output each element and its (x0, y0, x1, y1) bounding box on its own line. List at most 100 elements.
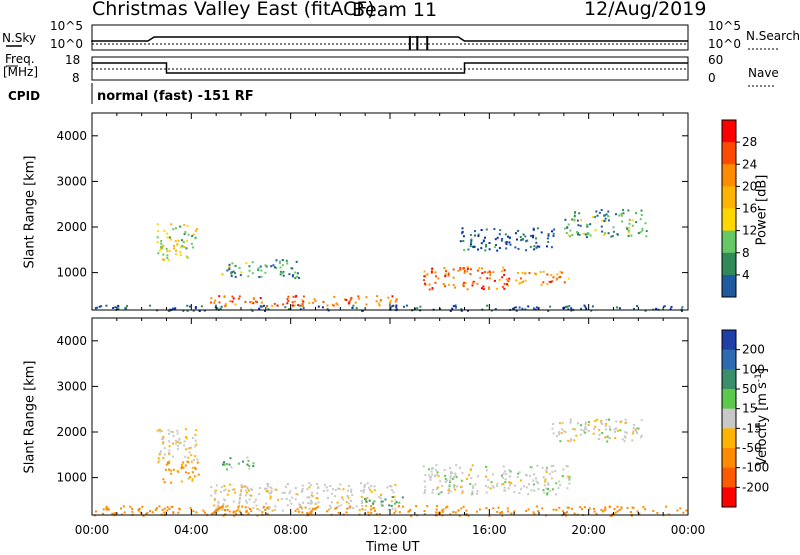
velocity-panel-echo-6-cell (584, 425, 587, 428)
velocity-panel-echo-5-cell (547, 482, 550, 485)
velocity-panel-echo-3-cell (327, 496, 329, 499)
power-panel-echo-6-cell (630, 234, 633, 237)
velocity-panel-echo-0-cell (161, 438, 164, 440)
power-panel-y-tick-label: 1000 (56, 266, 87, 280)
velocity-panel-echo-3-cell (226, 493, 229, 496)
velocity-panel-echo-6-cell (560, 432, 563, 435)
power-panel-echo-3-cell (496, 287, 499, 290)
power-panel-echo-0-cell (231, 295, 234, 298)
velocity-panel-echo-5-cell (508, 484, 511, 487)
power-panel-echo-6-cell (604, 232, 606, 235)
power-panel-echo-1-cell (191, 246, 194, 249)
velocity-panel-echo-7-cell (245, 510, 248, 513)
velocity-panel-echo-3-cell (231, 488, 234, 491)
power-panel-echo-7-cell (535, 306, 538, 309)
velocity-panel-echo-1-cell (170, 481, 173, 484)
velocity-panel-echo-5-cell (518, 471, 521, 474)
velocity-panel-echo-5-cell (555, 482, 558, 485)
velocity-panel-echo-5-cell (427, 468, 430, 471)
velocity-panel-echo-7-cell (510, 512, 513, 515)
power-panel-echo-3-cell (506, 283, 508, 286)
velocity-panel-echo-7-cell (120, 507, 122, 510)
velocity-panel-echo-7-cell (566, 506, 569, 509)
velocity-panel-echo-7-cell (435, 511, 438, 514)
velocity-panel-echo-3-cell (271, 509, 274, 512)
velocity-panel-echo-5-cell (552, 464, 555, 467)
power-panel-echo-5-cell (477, 248, 479, 251)
power-panel-background (92, 113, 688, 310)
power-panel-echo-7-cell (681, 306, 684, 309)
velocity-panel-echo-7-cell (250, 510, 253, 513)
power-panel-echo-6-cell (591, 216, 594, 218)
power-panel-echo-5-cell (501, 237, 504, 240)
velocity-panel-echo-3-cell (347, 489, 350, 492)
velocity-panel-echo-7-cell (478, 508, 481, 511)
velocity-panel-echo-3-cell (220, 486, 223, 489)
power-panel-echo-7-cell (391, 305, 393, 308)
velocity-panel-echo-5-cell (504, 478, 507, 481)
power-panel-echo-1-cell (162, 253, 165, 256)
power-panel-echo-3-cell (486, 271, 489, 274)
power-panel-echo-3-cell (479, 276, 482, 279)
velocity-panel-echo-7-cell (216, 508, 219, 511)
power-panel-echo-5-cell (470, 241, 473, 244)
power-panel-echo-6-cell (628, 218, 631, 221)
power-panel-echo-1-cell (173, 247, 175, 250)
power-panel-echo-6-cell (596, 214, 599, 217)
power-panel-echo-3-cell (442, 283, 445, 285)
velocity-panel-echo-5-cell (424, 489, 426, 492)
velocity-panel-echo-6-cell (606, 435, 609, 438)
velocity-panel-echo-1-cell (167, 462, 170, 464)
power-panel-echo-2-cell (257, 267, 260, 270)
velocity-panel-echo-4-cell (401, 496, 404, 499)
power-panel-echo-5-cell (485, 228, 488, 231)
velocity-panel-echo-7-cell (601, 510, 604, 513)
power-panel-echo-0-cell (365, 296, 368, 299)
power-panel-echo-1-cell (157, 230, 160, 233)
power-panel-echo-5-cell (485, 245, 487, 248)
velocity-panel-echo-5-cell (518, 492, 521, 494)
velocity-panel-echo-5-cell (550, 477, 553, 480)
velocity-panel-echo-3-cell (366, 496, 369, 499)
velocity-panel-echo-3-cell (329, 485, 332, 487)
power-panel-echo-7-cell (669, 308, 672, 311)
power-panel-echo-6-cell (576, 231, 578, 234)
velocity-panel-echo-3-cell (226, 504, 229, 507)
velocity-panel-echo-3-cell (332, 488, 335, 491)
velocity-panel-echo-1-cell (162, 478, 165, 481)
power-panel-echo-2-cell (226, 269, 229, 272)
power-panel-echo-2-cell (279, 266, 282, 269)
power-panel-echo-4-cell (549, 281, 552, 283)
velocity-colorbar-tick-label: 100 (742, 362, 765, 376)
velocity-panel-echo-7-cell (170, 505, 173, 508)
power-colorbar-segment (722, 252, 736, 276)
velocity-panel-echo-7-cell (244, 506, 247, 509)
velocity-panel-echo-4-cell (395, 501, 398, 504)
velocity-panel-echo-7-cell (527, 508, 530, 511)
power-panel-echo-5-cell (547, 234, 550, 237)
velocity-panel-echo-0-cell (157, 457, 160, 460)
power-panel-echo-0-cell (395, 298, 398, 301)
velocity-panel-echo-5-cell (485, 484, 487, 487)
velocity-panel-echo-0-cell (190, 454, 193, 457)
power-panel-echo-7-cell (449, 310, 452, 312)
velocity-panel-echo-1-cell (193, 466, 196, 469)
power-panel-echo-7-cell (416, 307, 419, 310)
power-panel-echo-6-cell (569, 235, 571, 238)
velocity-panel-echo-3-cell (210, 486, 213, 489)
velocity-panel-echo-7-cell (264, 508, 267, 511)
power-panel-echo-0-cell (365, 303, 368, 306)
power-panel-echo-6-cell (631, 224, 634, 227)
power-panel-echo-3-cell (452, 268, 455, 271)
velocity-panel-echo-3-cell (394, 510, 397, 513)
power-panel-echo-2-cell (281, 264, 284, 267)
velocity-panel-echo-5-cell (449, 480, 451, 483)
velocity-colorbar-segment (722, 487, 736, 508)
velocity-panel-echo-7-cell (402, 505, 405, 508)
x-tick-label: 04:00 (174, 523, 209, 537)
velocity-panel-echo-0-cell (183, 440, 186, 443)
velocity-panel-echo-5-cell (448, 489, 450, 492)
power-panel-echo-0-cell (250, 301, 253, 304)
power-panel-echo-7-cell (259, 305, 262, 308)
power-panel-echo-5-cell (482, 240, 485, 243)
